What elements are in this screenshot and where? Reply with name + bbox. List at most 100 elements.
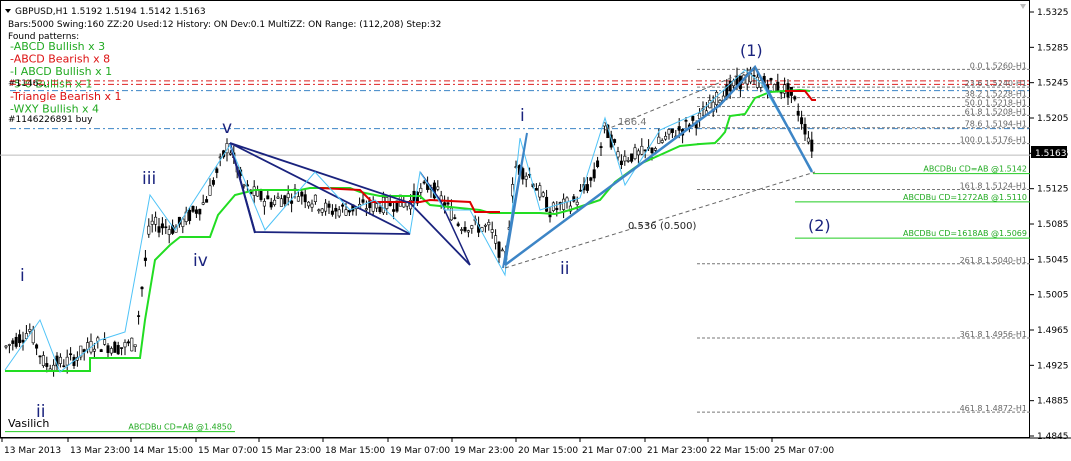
pattern-item: -WXY Bullish x 4 — [10, 103, 99, 116]
candle-body — [317, 209, 321, 212]
time-tick-label: 13 Mar 2013 — [4, 446, 61, 456]
candle-body — [718, 100, 722, 104]
symbol-info: GBPUSD,H1 1.5192 1.5194 1.5142 1.5163 — [15, 7, 206, 17]
candle-body — [79, 345, 83, 358]
candle-body — [99, 349, 103, 353]
time-tick-label: 18 Mar 15:00 — [325, 446, 385, 456]
candle-body — [524, 175, 528, 180]
candle-body — [616, 151, 620, 158]
candle-body — [772, 84, 776, 92]
candle-body — [218, 156, 222, 159]
pattern-item: -ABCD Bearish x 8 — [10, 53, 110, 66]
candle-body — [188, 209, 192, 221]
candle-body — [592, 169, 596, 179]
candle-body — [691, 115, 695, 121]
candle-body — [463, 226, 467, 232]
ratio-label-2: 0.536 — [628, 221, 657, 232]
chart-menu-icon[interactable] — [5, 9, 11, 13]
candle-body — [375, 203, 379, 209]
candle-body — [633, 147, 637, 160]
candle-body — [201, 202, 205, 205]
fib-level-label: 161.8 1.5124-H1 — [960, 182, 1027, 191]
candle-body — [589, 177, 593, 181]
candle-body — [211, 180, 215, 185]
candle-body — [266, 195, 270, 200]
candle-body — [276, 196, 280, 199]
candle-body — [45, 363, 49, 367]
candle-body — [310, 203, 314, 208]
wave-label-i-mid: i — [520, 106, 525, 126]
candle-body — [283, 195, 287, 205]
candle-body — [208, 185, 212, 196]
candle-body — [579, 189, 583, 192]
fib-level-label: 23.6 1.5240-H1 — [965, 79, 1027, 88]
candle-body — [167, 229, 171, 235]
fib-level-label: 38.2 1.5228-H1 — [965, 90, 1027, 99]
scroll-arrow-icon[interactable] — [1020, 4, 1026, 9]
candle-body — [551, 202, 555, 211]
candle-body — [154, 216, 158, 225]
ratio-label-1: 186.4 — [618, 117, 647, 128]
candle-body — [116, 345, 120, 355]
time-tick-label: 14 Mar 15:00 — [133, 446, 193, 456]
candle-body — [92, 348, 96, 352]
candle-body — [106, 345, 110, 353]
price-tick-label: 1.5085 — [1037, 220, 1069, 230]
author-label: Vasilich — [8, 417, 49, 430]
candle-body — [307, 201, 311, 207]
candle-body — [670, 128, 674, 133]
candle-body — [41, 355, 45, 367]
candle-body — [585, 184, 589, 191]
price-tick-label: 1.5125 — [1037, 185, 1069, 195]
candle-body — [800, 117, 804, 125]
candle-body — [466, 230, 470, 233]
candle-body — [698, 112, 702, 119]
candle-body — [35, 344, 39, 349]
fib-level-label: 78.6 1.5194-H1 — [965, 120, 1027, 129]
candle-body — [660, 140, 664, 143]
candle-body — [657, 136, 661, 144]
candle-body — [164, 226, 168, 229]
candle-body — [143, 257, 147, 261]
candle-body — [330, 210, 334, 215]
candle-body — [205, 199, 209, 203]
horizontal-levels: 0.0 1.5260-H1 23.6 1.5240-H1 38.2 1.5228-H… — [0, 61, 1030, 433]
candle-body — [422, 181, 426, 184]
candle-body — [160, 223, 164, 229]
candle-body — [381, 196, 385, 214]
candle-body — [273, 199, 277, 205]
candle-body — [534, 188, 538, 191]
candle-body — [7, 344, 11, 346]
candle-body — [171, 225, 175, 234]
candle-body — [334, 207, 338, 212]
candle-body — [456, 223, 460, 226]
candle-body — [337, 209, 341, 217]
indicator-info: Bars:5000 Swing:160 ZZ:20 Used:12 Histor… — [8, 20, 441, 30]
candle-body — [194, 209, 198, 214]
chart-plot-area[interactable] — [0, 0, 1030, 438]
pattern-item: -Triangle Bearish x 1 — [10, 90, 122, 103]
candle-body — [776, 81, 780, 92]
candle-body — [262, 201, 266, 207]
candle-body — [126, 341, 130, 344]
candle-body — [38, 355, 42, 358]
wave-label-iii: iii — [142, 169, 156, 189]
fib-level-label: 100.0 1.5176-H1 — [960, 136, 1027, 145]
candle-body — [259, 190, 263, 200]
candle-body — [460, 229, 464, 231]
abcd-bottom-label: ABCDBu CD=AB @1.4850 — [128, 423, 232, 432]
candle-body — [109, 348, 113, 354]
candle-body — [806, 137, 810, 143]
price-tick-label: 1.4965 — [1037, 326, 1069, 336]
candle-body — [650, 147, 654, 154]
time-axis: 13 Mar 2013 13 Mar 23:00 14 Mar 15:00 15 Ma… — [1, 438, 834, 456]
candle-body — [643, 149, 647, 152]
candle-body — [324, 202, 328, 212]
candle-body — [623, 155, 627, 162]
found-patterns-label: Found patterns: — [8, 32, 79, 42]
candle-body — [555, 207, 559, 211]
candle-body — [755, 76, 759, 88]
wave-label-ii-mid: ii — [560, 259, 569, 279]
